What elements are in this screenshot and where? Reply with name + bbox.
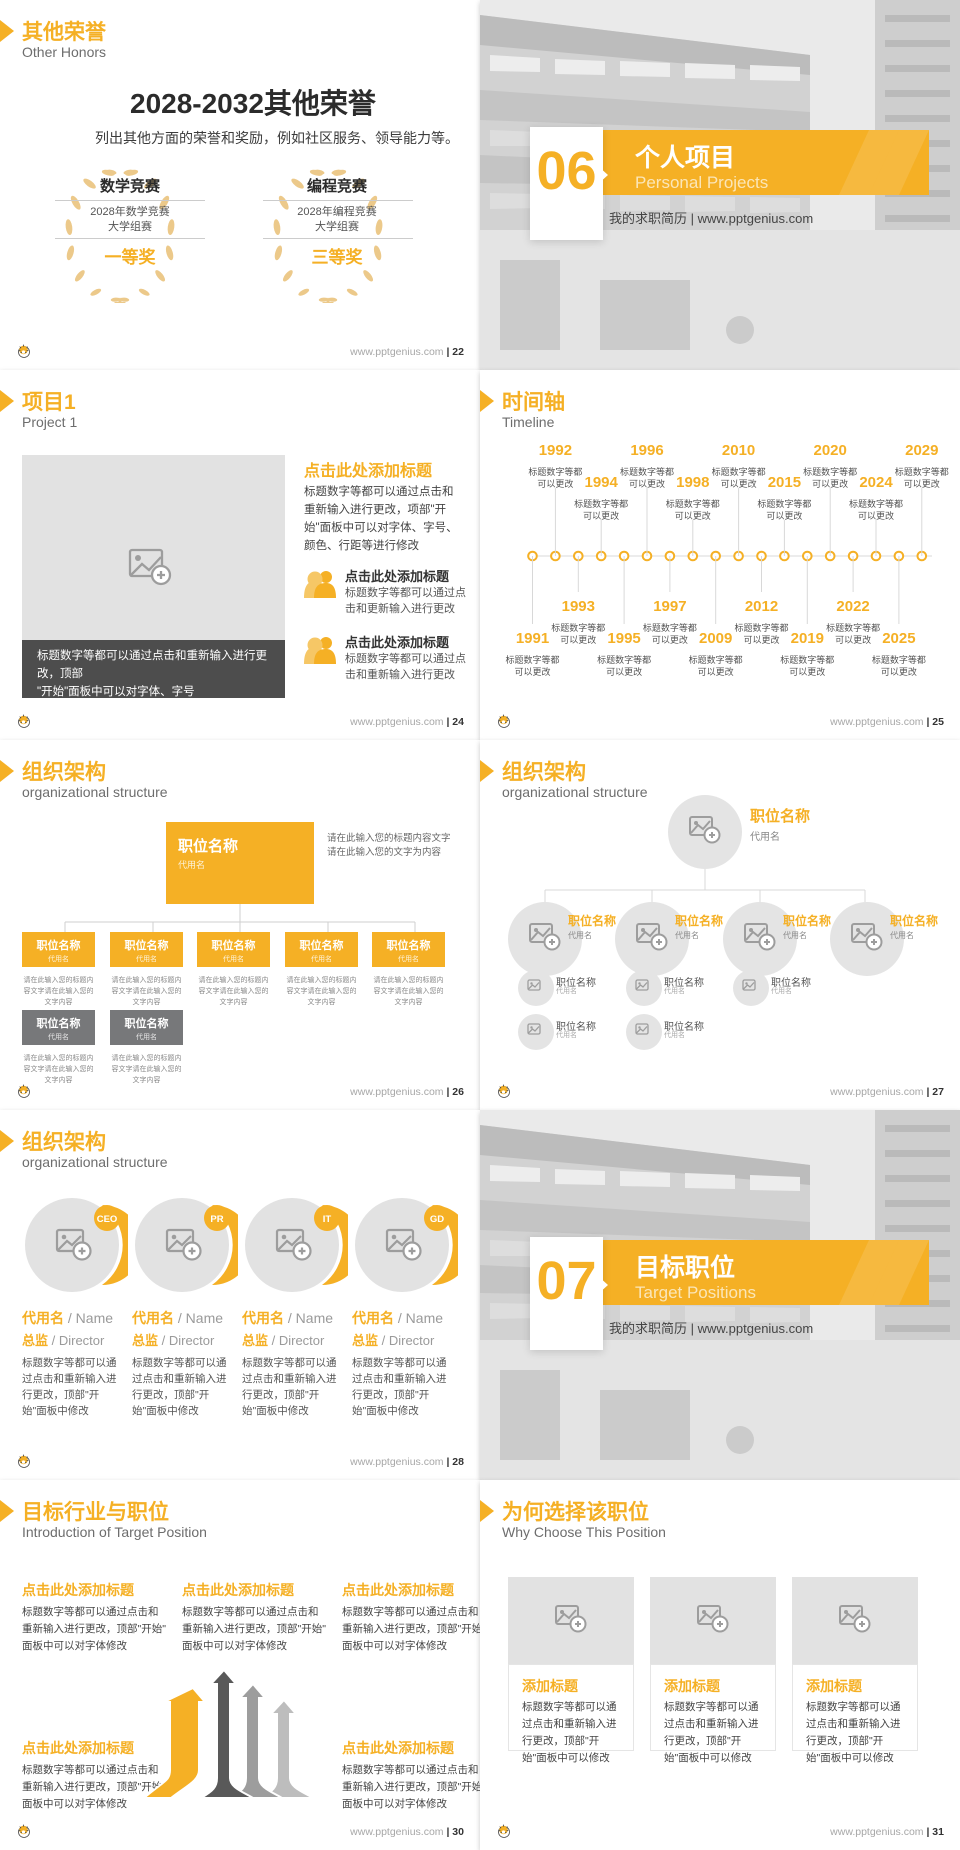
svg-text:IT: IT xyxy=(323,1214,332,1225)
svg-text:GD: GD xyxy=(430,1214,444,1225)
svg-text:PR: PR xyxy=(210,1214,223,1225)
svg-text:CEO: CEO xyxy=(97,1214,118,1225)
